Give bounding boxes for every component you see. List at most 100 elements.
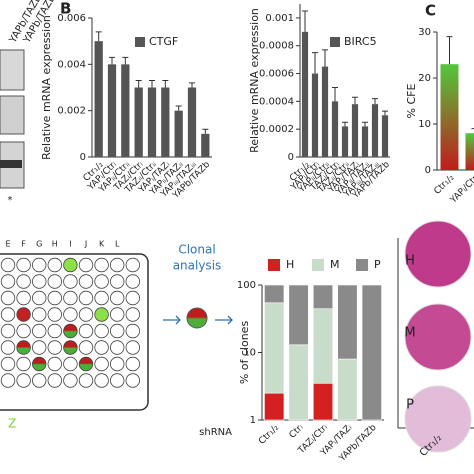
- colonies: H M P Ctr₁/₂: [397, 220, 474, 459]
- well: [63, 340, 78, 355]
- y-axis-label: % CFE: [405, 84, 418, 119]
- well: [32, 373, 47, 388]
- error-bar: [175, 105, 182, 111]
- bar-segment: [337, 358, 358, 421]
- row-label: H: [405, 254, 415, 269]
- y-tick-label: 20: [418, 73, 431, 84]
- legend-swatch: [312, 259, 324, 271]
- well: [125, 307, 141, 322]
- error-bar: [202, 128, 209, 134]
- bar: [161, 87, 170, 157]
- bar: [311, 73, 319, 157]
- x-tick-label: Ctr₁/₂: [257, 423, 281, 447]
- error-bar: [382, 110, 388, 116]
- y-tick-label: 1: [250, 415, 256, 426]
- well: [0, 307, 16, 322]
- plate-column: H: [52, 240, 58, 249]
- well: [47, 323, 63, 339]
- legend-swatch: [135, 37, 145, 47]
- error-bar: [372, 98, 378, 105]
- well: [109, 356, 125, 372]
- well: [78, 340, 94, 355]
- well: [63, 356, 78, 372]
- plate-column: K: [99, 240, 105, 249]
- well: [78, 274, 94, 289]
- y-tick-label: 0.002: [57, 106, 86, 117]
- well: [32, 257, 47, 273]
- plate-column: F: [21, 240, 26, 249]
- arrow: [163, 315, 233, 325]
- well: [94, 257, 109, 273]
- well: [16, 323, 31, 339]
- y-tick-label: 0.001: [265, 13, 294, 24]
- well: [78, 307, 94, 322]
- well: [109, 290, 125, 306]
- bar-segment: [312, 382, 334, 421]
- y-tick-label: 30: [418, 27, 431, 38]
- well: [63, 290, 78, 306]
- bar: [201, 133, 210, 157]
- well: [109, 323, 125, 339]
- well: [16, 356, 31, 372]
- well: [16, 274, 31, 289]
- blot-marker: *: [8, 195, 13, 206]
- error-bar: [352, 96, 358, 105]
- well: [47, 307, 63, 322]
- well: [0, 340, 16, 355]
- y-tick-label: 10: [243, 348, 256, 359]
- bar-segment: [361, 284, 382, 421]
- y-tick-label: 100: [237, 280, 256, 291]
- plate-column: I: [69, 240, 71, 249]
- well: [125, 274, 141, 289]
- error-bar: [135, 80, 142, 88]
- well: [32, 274, 47, 289]
- well: [94, 274, 109, 289]
- well: [94, 356, 109, 372]
- y-tick-label: 0.004: [57, 59, 86, 70]
- well: [47, 373, 63, 388]
- error-bar: [446, 36, 453, 65]
- bar: [94, 41, 103, 157]
- well: [125, 323, 141, 339]
- well: [0, 373, 16, 388]
- well: [125, 340, 141, 355]
- error-bar: [342, 121, 348, 127]
- bar: [121, 64, 130, 157]
- blot-panel: [0, 49, 25, 91]
- well: [0, 356, 16, 372]
- well: [94, 373, 109, 388]
- well: [125, 356, 141, 372]
- error-bar: [109, 56, 115, 65]
- bar-segment: [264, 284, 285, 304]
- bar: [351, 104, 359, 157]
- y-axis-label: Relative mRNA expression: [248, 8, 261, 153]
- well: [16, 340, 31, 355]
- well: [63, 307, 78, 322]
- bar-segment: [264, 392, 285, 421]
- bar-segment: [288, 344, 309, 421]
- bar: [331, 101, 339, 157]
- well: [32, 356, 47, 372]
- well: [109, 373, 125, 388]
- well: [78, 290, 94, 306]
- shrna-label: shRNA: [199, 427, 232, 438]
- legend-label: H: [286, 258, 294, 271]
- well: [109, 274, 125, 289]
- plate-column: E: [5, 240, 10, 249]
- well: [16, 257, 31, 273]
- well: [63, 274, 78, 289]
- well: [63, 323, 78, 339]
- well: [47, 290, 63, 306]
- y-tick-label: 0.0004: [259, 96, 294, 107]
- bar-segment: [312, 308, 334, 384]
- well: [32, 290, 47, 306]
- well: [125, 373, 141, 388]
- bar: [321, 66, 329, 157]
- plate-column: L: [115, 240, 120, 249]
- error-bar: [189, 82, 195, 88]
- bar: [465, 133, 474, 170]
- bar: [341, 126, 349, 157]
- well: [94, 307, 109, 322]
- bar: [381, 115, 389, 157]
- legend-swatch: [268, 259, 280, 271]
